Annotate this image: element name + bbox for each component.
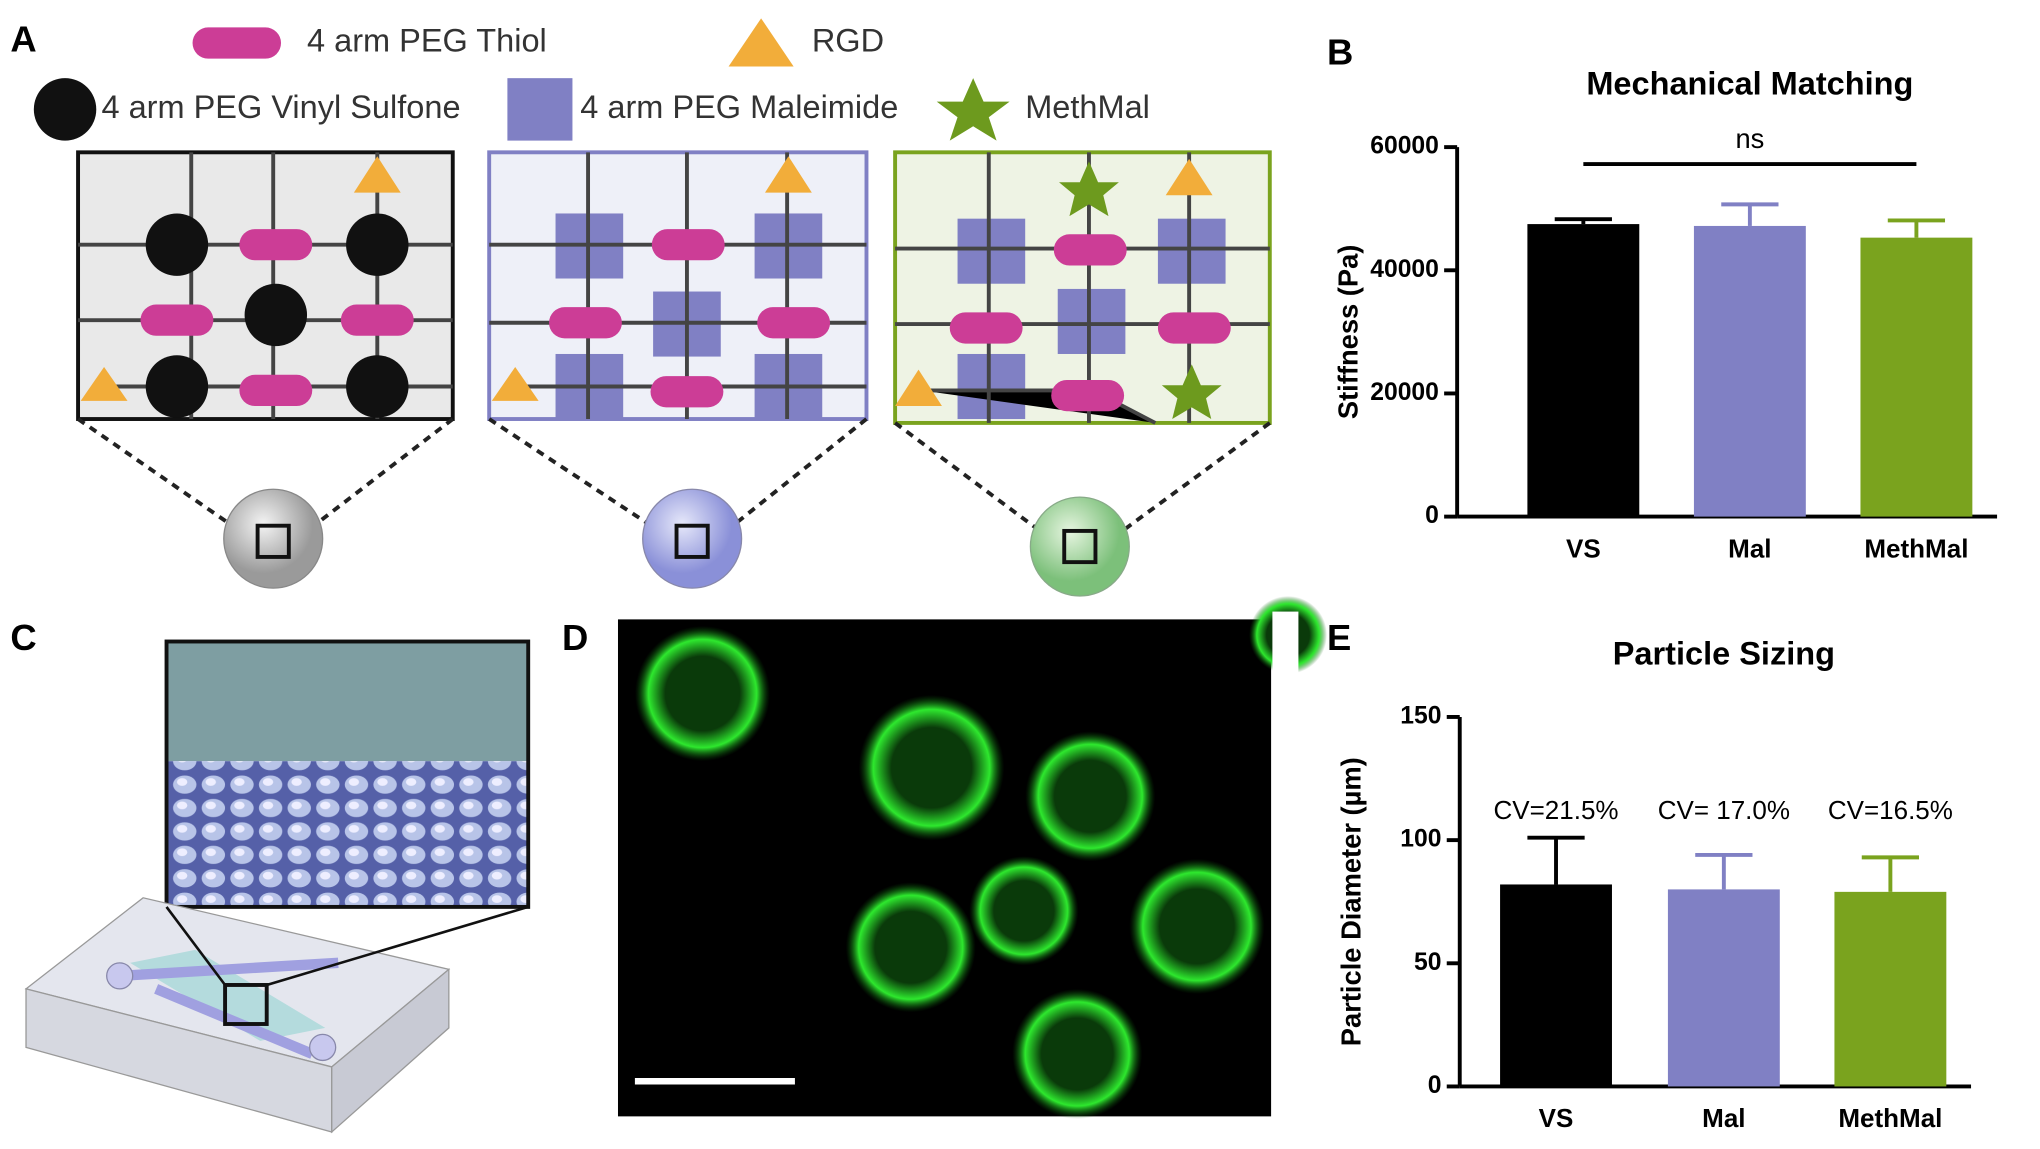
legend-text: MethMal bbox=[1025, 89, 1150, 125]
annotation: CV= 17.0% bbox=[1658, 795, 1790, 825]
icon bbox=[507, 78, 573, 141]
y-tick-label: 40000 bbox=[1370, 256, 1439, 283]
panel-label: E bbox=[1327, 617, 1351, 658]
x-tick-label: VS bbox=[1566, 533, 1601, 563]
panel-label: C bbox=[10, 617, 36, 658]
icon bbox=[936, 78, 1010, 141]
y-tick-label: 0 bbox=[1428, 1072, 1442, 1099]
bar bbox=[1693, 225, 1806, 517]
y-tick-label: 150 bbox=[1400, 702, 1441, 729]
chart-title: Particle Sizing bbox=[1613, 635, 1835, 671]
legend-text: RGD bbox=[812, 23, 884, 59]
network-vs bbox=[76, 150, 455, 589]
network-mal bbox=[487, 150, 869, 589]
legend-text: 4 arm PEG Maleimide bbox=[580, 89, 898, 125]
icon bbox=[728, 18, 794, 67]
chart-title: Mechanical Matching bbox=[1586, 66, 1913, 102]
legend-text: 4 arm PEG Vinyl Sulfone bbox=[101, 89, 460, 125]
y-axis-label: Stiffness (Pa) bbox=[1333, 245, 1364, 420]
bar bbox=[1834, 891, 1947, 1087]
panel-label: D bbox=[562, 617, 588, 658]
charts: Mechanical Matching Stiffness (Pa) 0 20000 4… bbox=[1333, 66, 1998, 1133]
y-tick-label: 60000 bbox=[1370, 133, 1439, 160]
x-tick-label: VS bbox=[1539, 1103, 1574, 1133]
x-tick-label: MethMal bbox=[1838, 1103, 1942, 1133]
x-tick-label: MethMal bbox=[1864, 533, 1968, 563]
y-tick-label: 20000 bbox=[1370, 379, 1439, 406]
legend-text: 4 arm PEG Thiol bbox=[307, 23, 547, 59]
significance-label: ns bbox=[1735, 123, 1764, 154]
fluorescence-image bbox=[617, 595, 1328, 1132]
x-tick-label: Mal bbox=[1728, 533, 1771, 563]
y-tick-label: 50 bbox=[1414, 949, 1441, 976]
panel-label: A bbox=[10, 18, 36, 59]
y-tick-label: 0 bbox=[1425, 502, 1439, 529]
microfluidic-image bbox=[24, 639, 531, 1134]
y-tick-label: 100 bbox=[1400, 826, 1441, 853]
icon bbox=[33, 78, 97, 141]
bar bbox=[1500, 884, 1612, 1087]
bar bbox=[1667, 889, 1780, 1087]
icon bbox=[192, 27, 282, 59]
bar bbox=[1860, 237, 1973, 517]
x-tick-label: Mal bbox=[1702, 1103, 1745, 1133]
y-axis-label: Particle Diameter (µm) bbox=[1335, 757, 1366, 1046]
panel-label: B bbox=[1327, 31, 1353, 72]
annotation: CV=21.5% bbox=[1493, 795, 1618, 825]
annotation: CV=16.5% bbox=[1828, 795, 1953, 825]
network-methmal bbox=[893, 150, 1272, 597]
bar bbox=[1527, 224, 1640, 517]
